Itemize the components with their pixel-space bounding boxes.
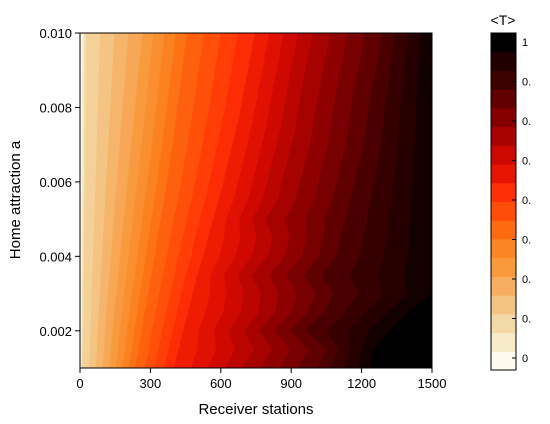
colorbar: 0 0. 0. 0. 0. 0. 0. 0. 1 <box>490 32 531 371</box>
colorbar-segment <box>491 295 516 315</box>
plot-frame <box>79 32 433 369</box>
x-axis-label: Receiver stations <box>198 401 313 418</box>
colorbar-tick-label: 0 <box>522 353 528 365</box>
colorbar-tick-label: 0. <box>522 195 531 207</box>
x-tick-label: 1500 <box>418 376 447 391</box>
colorbar-segment <box>491 51 516 71</box>
colorbar-segment <box>491 313 516 334</box>
colorbar-segment <box>491 332 516 352</box>
x-axis: 0 300 600 900 1200 1500 <box>76 368 446 391</box>
colorbar-segment <box>491 257 516 277</box>
x-tick-label: 300 <box>140 376 162 391</box>
y-tick-label: 0.002 <box>39 324 72 339</box>
x-tick-label: 1200 <box>347 376 376 391</box>
colorbar-segment <box>491 33 516 53</box>
colorbar-tick-label: 1 <box>522 37 528 49</box>
colorbar-segment <box>491 351 516 371</box>
colorbar-tick-label: 0. <box>522 77 531 89</box>
y-axis: 0.002 0.004 0.006 0.008 0.010 <box>39 26 80 339</box>
colorbar-tick-label: 0. <box>522 156 531 168</box>
colorbar-tick-label: 0. <box>522 116 531 128</box>
colorbar-tick-label: 0. <box>522 235 531 247</box>
x-tick-label: 900 <box>280 376 302 391</box>
y-tick-label: 0.004 <box>39 249 72 264</box>
colorbar-tick-label: 0. <box>522 274 531 286</box>
colorbar-frame <box>490 32 517 371</box>
colorbar-segment <box>491 70 516 90</box>
colorbar-segment <box>491 182 516 202</box>
colorbar-label: <T> <box>491 12 516 28</box>
y-tick-label: 0.006 <box>39 175 72 190</box>
y-tick-label: 0.010 <box>39 26 72 41</box>
colorbar-segment <box>491 107 516 128</box>
contour-band <box>357 33 432 368</box>
x-tick-label: 0 <box>76 376 83 391</box>
contour-fill <box>80 33 433 368</box>
contour-band <box>370 33 432 368</box>
colorbar-segment <box>491 238 516 259</box>
colorbar-segment <box>491 201 516 221</box>
colorbar-segment <box>491 145 516 165</box>
x-tick-label: 600 <box>210 376 232 391</box>
y-axis-label: Home attraction a <box>7 140 24 259</box>
colorbar-segment <box>491 126 516 146</box>
colorbar-tick-label: 0. <box>522 314 531 326</box>
y-tick-label: 0.008 <box>39 100 72 115</box>
colorbar-segment <box>491 164 516 184</box>
colorbar-segment <box>491 89 516 109</box>
colorbar-segment <box>491 276 516 296</box>
colorbar-segment <box>491 220 516 240</box>
